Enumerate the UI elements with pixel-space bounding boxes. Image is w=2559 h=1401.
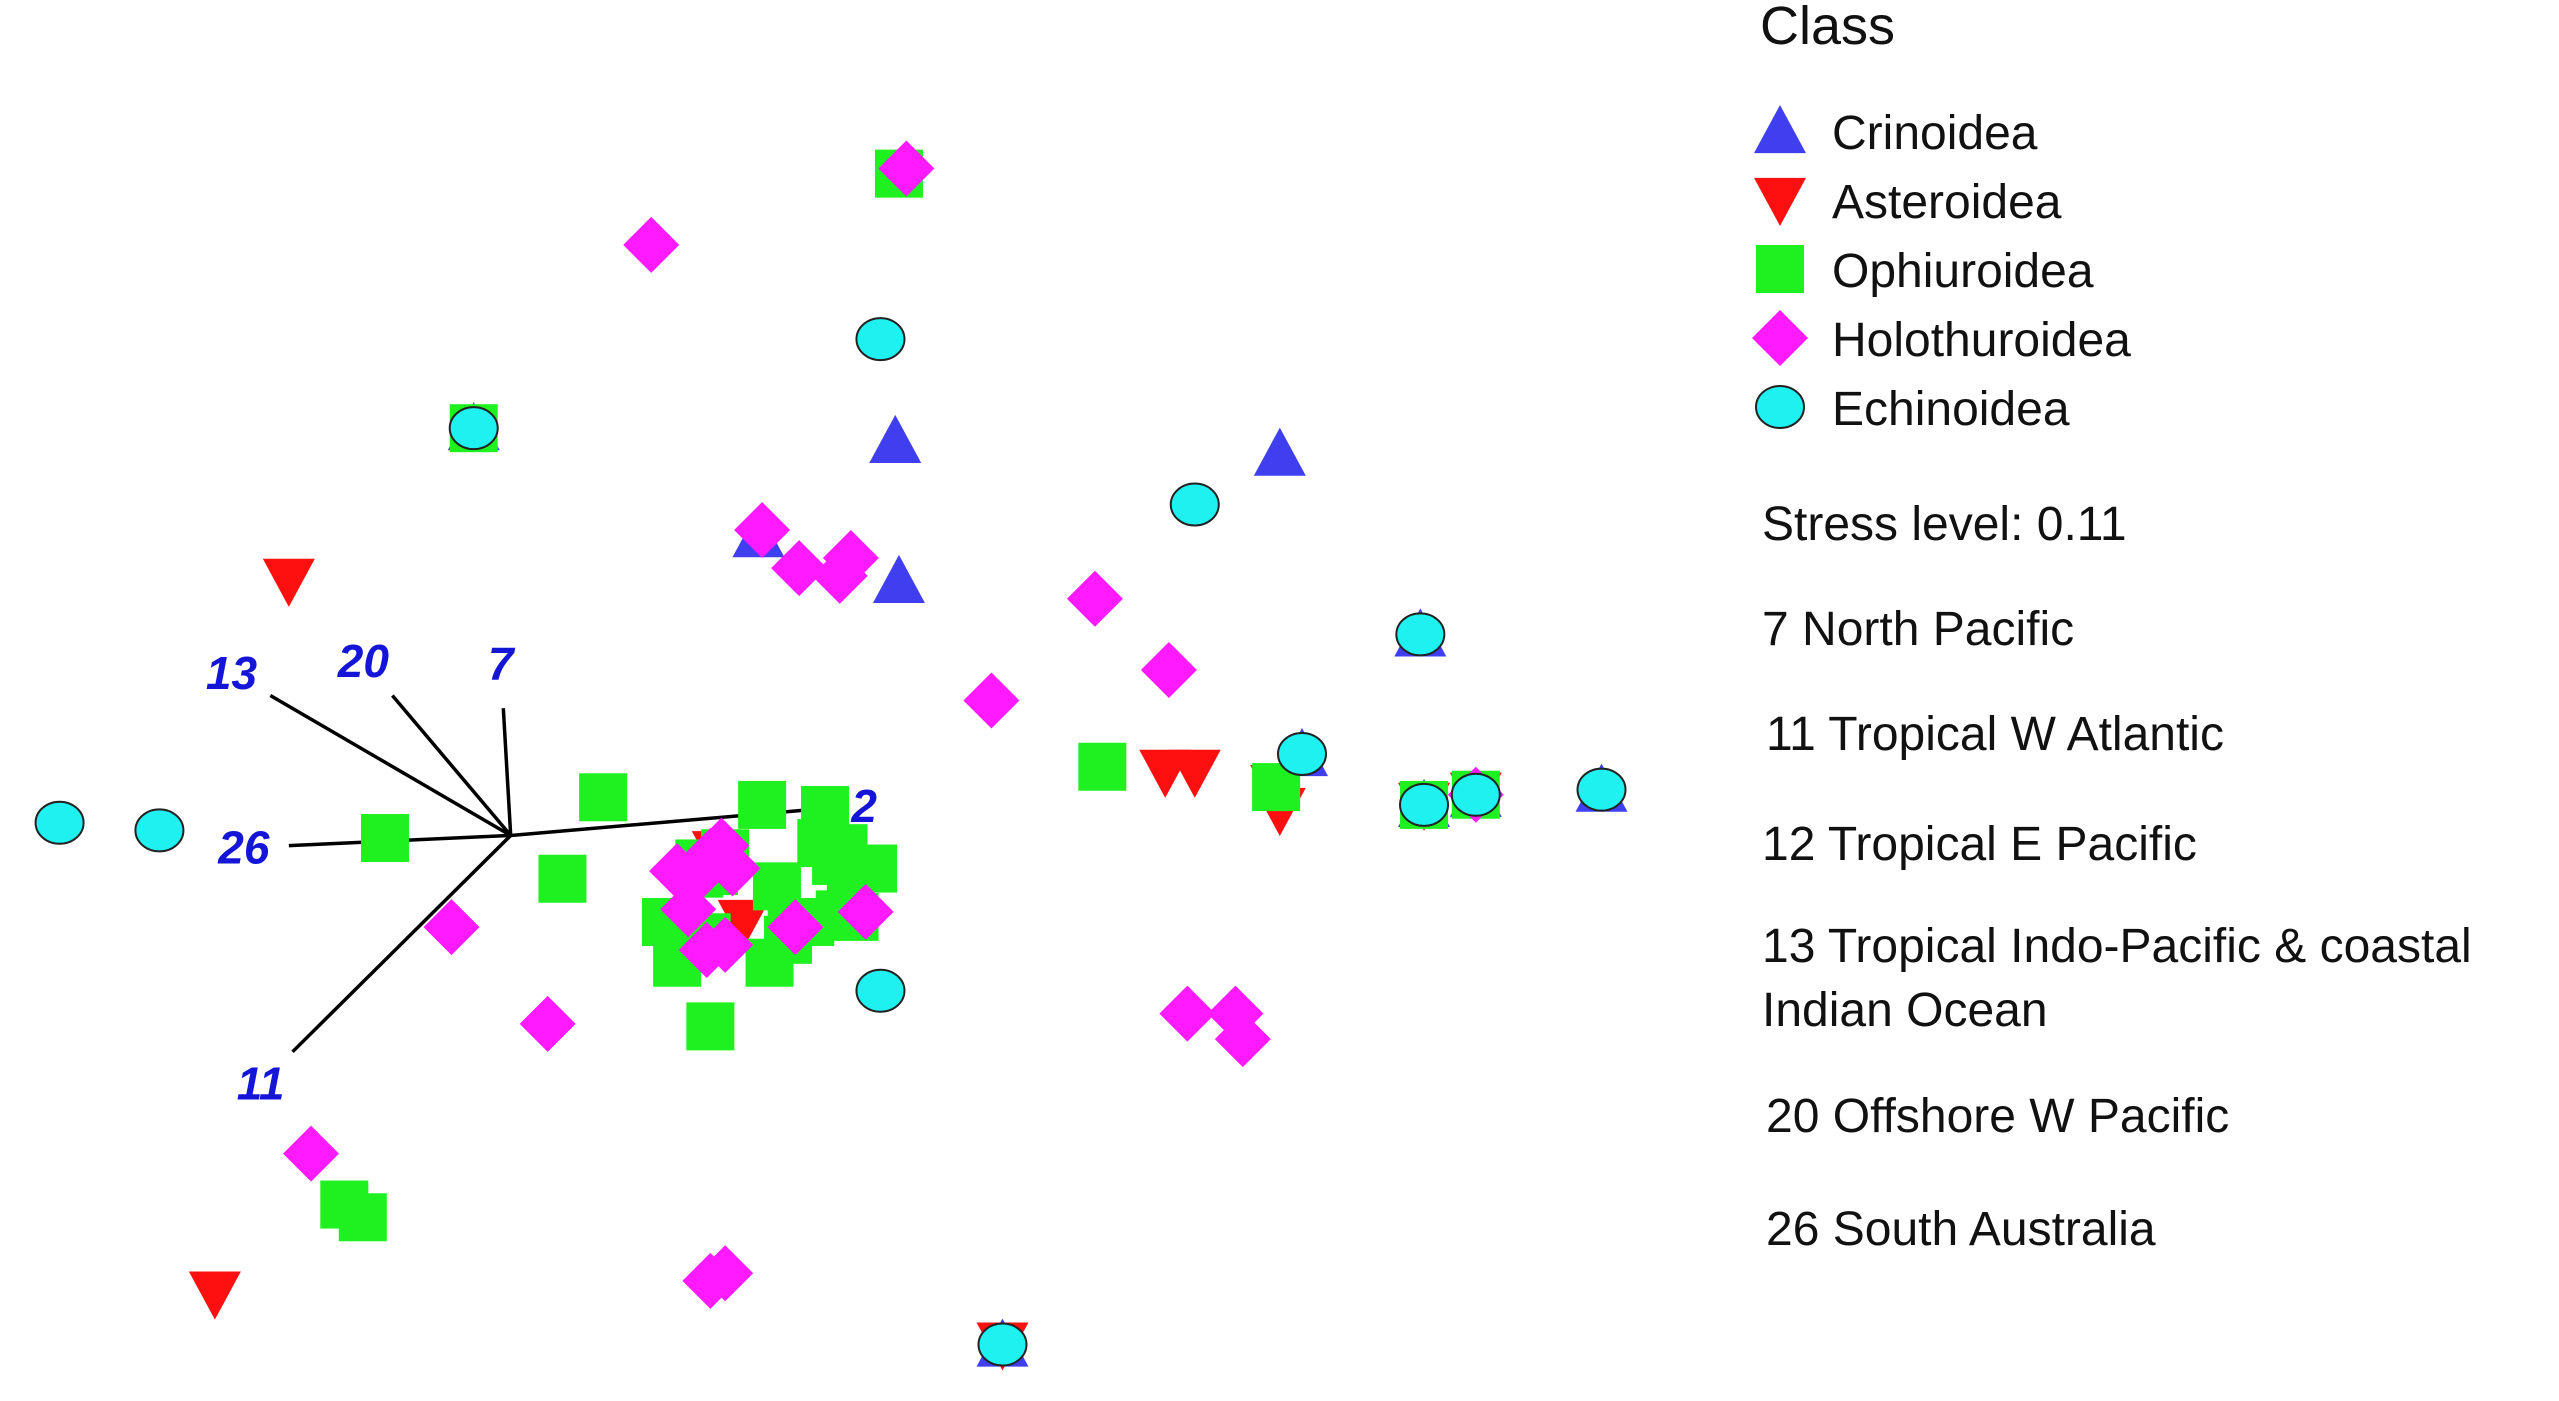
legend-label-asteroidea: Asteroidea: [1832, 176, 2062, 229]
point-holothuroidea: [878, 140, 935, 197]
legend-marker-asteroidea: [1754, 177, 1806, 226]
point-holothuroidea: [837, 883, 894, 940]
point-ophiuroidea: [338, 1193, 387, 1242]
legend-label-holothuroidea: Holothuroidea: [1832, 314, 2131, 367]
point-echinoidea: [134, 808, 185, 853]
point-holothuroidea: [963, 672, 1020, 729]
region-label: 26 South Australia: [1766, 1203, 2156, 1256]
region-label: 7 North Pacific: [1762, 603, 2074, 656]
point-echinoidea: [1450, 772, 1501, 817]
point-echinoidea: [34, 800, 85, 845]
vector-13: [269, 693, 512, 837]
point-echinoidea: [1277, 732, 1327, 776]
point-echinoidea: [1399, 782, 1450, 827]
legend-marker-echinoidea: [1755, 385, 1805, 429]
point-holothuroidea: [1159, 985, 1216, 1042]
vector-label-7: 7: [488, 637, 516, 689]
point-ophiuroidea: [579, 773, 628, 822]
point-ophiuroidea: [738, 780, 787, 829]
vector-label-20: 20: [337, 635, 390, 687]
legend: Class Crinoidea Asteroidea Ophiuroidea Holot…: [1752, 0, 2131, 436]
point-echinoidea: [855, 317, 906, 362]
vector-label-11: 11: [237, 1058, 285, 1110]
point-holothuroidea: [771, 540, 828, 597]
legend-marker-ophiuroidea: [1756, 245, 1804, 293]
point-holothuroidea: [671, 845, 728, 902]
point-holothuroidea: [811, 547, 868, 604]
point-ophiuroidea: [745, 938, 794, 987]
legend-label-crinoidea: Crinoidea: [1832, 107, 2038, 160]
point-echinoidea: [977, 1322, 1028, 1367]
point-asteroidea: [262, 558, 315, 607]
legend-marker-holothuroidea: [1752, 310, 1808, 366]
vector-7: [501, 708, 513, 836]
legend-label-echinoidea: Echinoidea: [1832, 383, 2070, 436]
point-crinoidea: [872, 554, 925, 604]
point-ophiuroidea: [849, 844, 898, 893]
point-holothuroidea: [734, 502, 791, 558]
stress-level: Stress level: 0.11: [1762, 498, 2127, 551]
point-holothuroidea: [1066, 570, 1123, 627]
point-holothuroidea: [283, 1125, 340, 1182]
point-crinoidea: [869, 414, 922, 464]
point-holothuroidea: [519, 995, 576, 1052]
region-label: Indian Ocean: [1762, 984, 2048, 1037]
vector-11: [291, 834, 512, 1054]
point-holothuroidea: [1140, 642, 1197, 698]
point-holothuroidea: [697, 1245, 754, 1302]
point-holothuroidea: [623, 216, 680, 273]
point-echinoidea: [1395, 612, 1446, 657]
vector-label-13: 13: [206, 647, 258, 699]
point-holothuroidea: [767, 899, 824, 956]
legend-label-ophiuroidea: Ophiuroidea: [1832, 245, 2094, 298]
point-echinoidea: [855, 968, 906, 1013]
points-layer: [34, 140, 1628, 1371]
region-label: 20 Offshore W Pacific: [1766, 1090, 2229, 1143]
vector-20: [391, 694, 513, 837]
legend-marker-crinoidea: [1754, 105, 1806, 154]
point-holothuroidea: [1207, 985, 1264, 1042]
point-crinoidea: [1253, 427, 1306, 476]
notes-block: Stress level: 0.11 7 North Pacific 11 Trop…: [1762, 498, 2472, 1256]
legend-title: Class: [1760, 0, 1895, 56]
point-asteroidea: [717, 899, 770, 948]
point-echinoidea: [1576, 767, 1627, 812]
point-ophiuroidea: [1078, 742, 1127, 791]
point-ophiuroidea: [360, 814, 409, 862]
region-label: 11 Tropical W Atlantic: [1766, 708, 2224, 761]
point-echinoidea: [1169, 482, 1220, 527]
region-label: 12 Tropical E Pacific: [1762, 818, 2197, 871]
point-asteroidea: [188, 1271, 241, 1320]
point-ophiuroidea: [538, 854, 587, 903]
point-holothuroidea: [697, 916, 754, 973]
point-holothuroidea: [423, 899, 480, 956]
vector-label-26: 26: [217, 822, 270, 874]
point-echinoidea: [448, 406, 499, 451]
region-label: 13 Tropical Indo-Pacific & coastal: [1762, 920, 2472, 973]
point-holothuroidea: [704, 840, 761, 897]
point-ophiuroidea: [686, 1002, 735, 1051]
point-asteroidea: [1168, 749, 1221, 798]
